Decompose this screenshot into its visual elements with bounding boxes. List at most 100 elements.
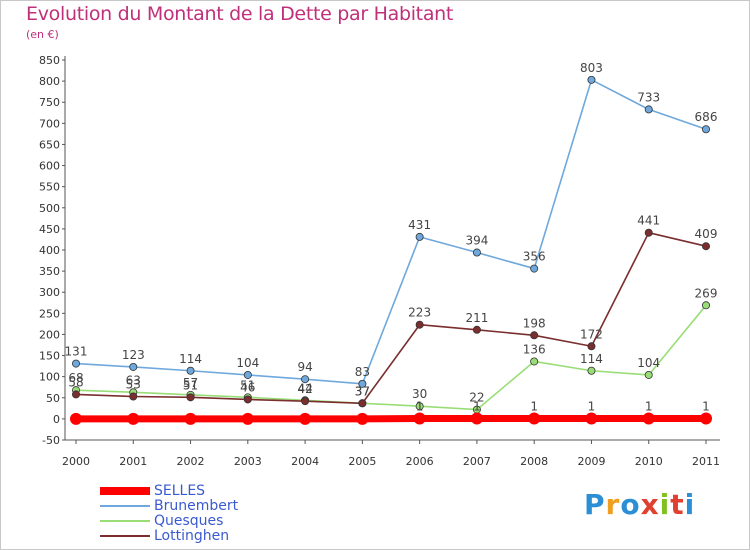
data-point-quesques bbox=[702, 301, 711, 310]
data-point-selles bbox=[642, 412, 655, 425]
legend-label: Quesques bbox=[154, 513, 224, 529]
x-tick-label: 2008 bbox=[520, 455, 548, 468]
data-point-quesques bbox=[415, 402, 424, 411]
x-tick-label: 2011 bbox=[692, 455, 720, 468]
y-tick-label: 550 bbox=[39, 181, 60, 194]
data-label-selles: 1 bbox=[645, 399, 653, 413]
y-tick-label: 150 bbox=[39, 350, 60, 363]
y-tick-label: 50 bbox=[46, 392, 60, 405]
data-label-lottinghen: 211 bbox=[465, 311, 488, 325]
y-tick-label: 100 bbox=[39, 371, 60, 384]
data-point-lottinghen bbox=[644, 228, 653, 237]
data-point-brunembert bbox=[186, 366, 195, 375]
legend-swatch bbox=[100, 487, 150, 495]
data-label-brunembert: 123 bbox=[122, 348, 145, 362]
data-label-quesques: 51 bbox=[240, 378, 255, 392]
data-point-brunembert bbox=[72, 359, 81, 368]
y-tick-label: 250 bbox=[39, 307, 60, 320]
y-tick-label: 650 bbox=[39, 138, 60, 151]
data-label-brunembert: 83 bbox=[355, 365, 370, 379]
data-label-brunembert: 803 bbox=[580, 61, 603, 75]
data-label-quesques: 22 bbox=[469, 391, 484, 405]
legend-swatch bbox=[100, 520, 150, 522]
data-label-quesques: 57 bbox=[183, 376, 198, 390]
y-tick-label: 500 bbox=[39, 202, 60, 215]
data-label-lottinghen: 223 bbox=[408, 306, 431, 320]
data-point-quesques bbox=[587, 366, 596, 375]
data-point-lottinghen bbox=[129, 392, 138, 401]
data-point-selles bbox=[299, 412, 312, 425]
x-tick-label: 2005 bbox=[348, 455, 376, 468]
data-point-selles bbox=[528, 412, 541, 425]
data-point-brunembert bbox=[415, 232, 424, 241]
data-label-brunembert: 114 bbox=[179, 352, 202, 366]
x-tick-label: 2006 bbox=[406, 455, 434, 468]
data-label-brunembert: 94 bbox=[297, 360, 312, 374]
y-tick-label: 850 bbox=[39, 54, 60, 67]
y-tick-label: 350 bbox=[39, 265, 60, 278]
data-point-brunembert bbox=[530, 264, 539, 273]
y-tick-label: 400 bbox=[39, 244, 60, 257]
data-point-lottinghen bbox=[472, 325, 481, 334]
data-label-brunembert: 686 bbox=[695, 110, 718, 124]
x-tick-label: 2004 bbox=[291, 455, 319, 468]
y-tick-label: 750 bbox=[39, 96, 60, 109]
data-label-quesques: 30 bbox=[412, 387, 427, 401]
x-tick-label: 2007 bbox=[463, 455, 491, 468]
data-point-selles bbox=[413, 412, 426, 425]
data-point-quesques bbox=[644, 370, 653, 379]
data-point-selles bbox=[356, 412, 369, 425]
data-point-selles bbox=[127, 412, 140, 425]
x-tick-label: 2001 bbox=[119, 455, 147, 468]
data-label-brunembert: 131 bbox=[65, 345, 88, 359]
data-point-lottinghen bbox=[587, 342, 596, 351]
data-point-lottinghen bbox=[243, 395, 252, 404]
y-tick-label: 300 bbox=[39, 286, 60, 299]
legend-swatch bbox=[100, 505, 150, 507]
x-tick-label: 2003 bbox=[234, 455, 262, 468]
chart-axes: -50 0 50 100 150 200 250 300 350 400 450 500 550 600 6… bbox=[39, 54, 720, 468]
data-label-quesques: 44 bbox=[297, 381, 312, 395]
data-point-selles bbox=[70, 412, 82, 425]
data-point-lottinghen bbox=[186, 393, 195, 402]
data-label-lottinghen: 53 bbox=[126, 378, 141, 392]
y-tick-label: 200 bbox=[39, 328, 60, 341]
x-tick-label: 2002 bbox=[177, 455, 205, 468]
data-label-quesques: 63 bbox=[126, 373, 141, 387]
data-point-brunembert bbox=[472, 248, 481, 257]
proxiti-logo: Proxiti bbox=[584, 488, 696, 521]
data-point-selles bbox=[585, 412, 598, 425]
y-tick-label: 700 bbox=[39, 117, 60, 130]
data-label-lottinghen: 37 bbox=[355, 384, 370, 398]
data-label-brunembert: 394 bbox=[465, 234, 488, 248]
x-tick-label: 2009 bbox=[577, 455, 605, 468]
data-point-brunembert bbox=[702, 125, 711, 134]
data-point-lottinghen bbox=[702, 242, 711, 251]
data-point-brunembert bbox=[243, 370, 252, 379]
data-point-brunembert bbox=[587, 75, 596, 84]
data-label-lottinghen: 51 bbox=[183, 378, 198, 392]
data-point-brunembert bbox=[358, 379, 367, 388]
x-tick-label: 2010 bbox=[635, 455, 663, 468]
data-label-selles: 1 bbox=[702, 399, 710, 413]
series-line-quesques bbox=[75, 304, 707, 411]
data-point-brunembert bbox=[129, 362, 138, 371]
data-point-selles bbox=[241, 412, 254, 425]
data-point-brunembert bbox=[644, 105, 653, 114]
data-label-quesques: 269 bbox=[695, 286, 718, 300]
data-point-lottinghen bbox=[415, 320, 424, 329]
data-label-brunembert: 733 bbox=[637, 90, 660, 104]
legend-swatch bbox=[100, 535, 150, 537]
data-label-quesques: 37 bbox=[355, 384, 370, 398]
chart-title: Evolution du Montant de la Dette par Hab… bbox=[26, 3, 454, 25]
data-label-brunembert: 104 bbox=[236, 356, 259, 370]
data-label-selles: 1 bbox=[473, 399, 481, 413]
data-label-lottinghen: 441 bbox=[637, 214, 660, 228]
data-label-selles: 1 bbox=[530, 399, 538, 413]
data-label-brunembert: 356 bbox=[523, 250, 546, 264]
data-label-quesques: 114 bbox=[580, 352, 603, 366]
chart-subtitle: (en €) bbox=[26, 28, 59, 41]
data-label-brunembert: 431 bbox=[408, 218, 431, 232]
